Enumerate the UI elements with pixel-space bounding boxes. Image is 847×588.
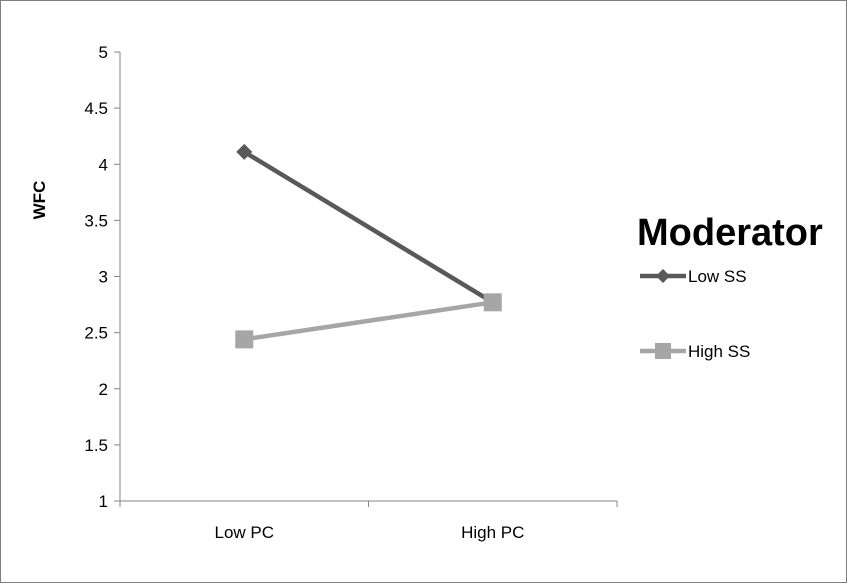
y-tick-label: 4: [99, 155, 108, 174]
legend-marker: [655, 343, 671, 359]
y-tick-label: 3.5: [84, 211, 108, 230]
x-tick-label: High PC: [461, 523, 524, 542]
y-tick-label: 3: [99, 268, 108, 287]
y-tick-label: 5: [99, 43, 108, 62]
y-tick-label: 1.5: [84, 436, 108, 455]
legend-title: Moderator: [637, 212, 823, 254]
legend-item: High SS: [640, 342, 750, 361]
data-point: [235, 330, 254, 349]
y-tick-label: 2: [99, 380, 108, 399]
series-line: [243, 300, 494, 342]
y-axis: 1 1.5 2 2.5 3 3.5 4 4.5 5: [84, 43, 121, 511]
y-axis-title: WFC: [30, 181, 49, 220]
legend: Moderator Low SS High SS: [637, 212, 823, 361]
data-point: [236, 143, 253, 160]
x-tick-label: Low PC: [214, 523, 274, 542]
series-high-ss: [235, 293, 502, 349]
x-axis: Low PC High PC: [119, 500, 618, 542]
y-tick-label: 1: [99, 492, 108, 511]
legend-item: Low SS: [640, 267, 747, 286]
legend-label: High SS: [688, 342, 750, 361]
legend-marker: [656, 269, 670, 283]
y-tick-label: 2.5: [84, 324, 108, 343]
data-point: [483, 293, 502, 312]
y-tick-label: 4.5: [84, 99, 108, 118]
legend-label: Low SS: [688, 267, 747, 286]
series-layer: [235, 143, 502, 349]
series-line: [243, 149, 494, 305]
